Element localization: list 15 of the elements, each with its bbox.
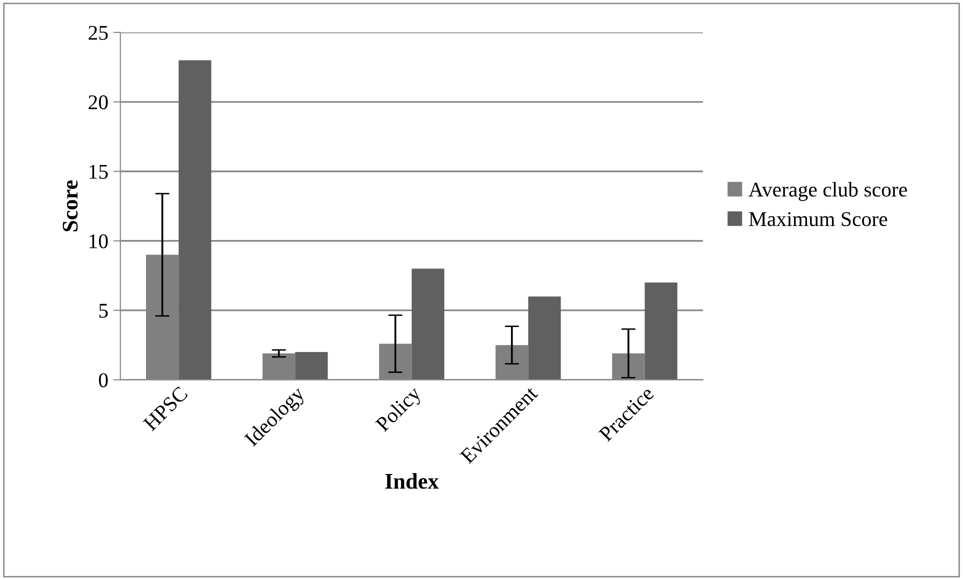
y-tick-label: 15 [90, 164, 108, 179]
y-tick-label: 0 [98, 373, 108, 388]
legend-label: Maximum Score [749, 212, 888, 226]
bar [295, 352, 328, 380]
y-axis-title: Score [62, 180, 78, 232]
y-tick-label: 20 [88, 95, 108, 110]
bar [528, 296, 561, 380]
x-axis-title: Index [385, 473, 439, 489]
legend-label: Average club score [748, 182, 907, 201]
bar [644, 282, 678, 380]
y-tick-label: 25 [88, 26, 108, 40]
y-tick-label: 5 [99, 304, 108, 318]
bar [178, 60, 212, 380]
y-tick-label: 10 [90, 234, 108, 248]
bar [412, 268, 444, 380]
